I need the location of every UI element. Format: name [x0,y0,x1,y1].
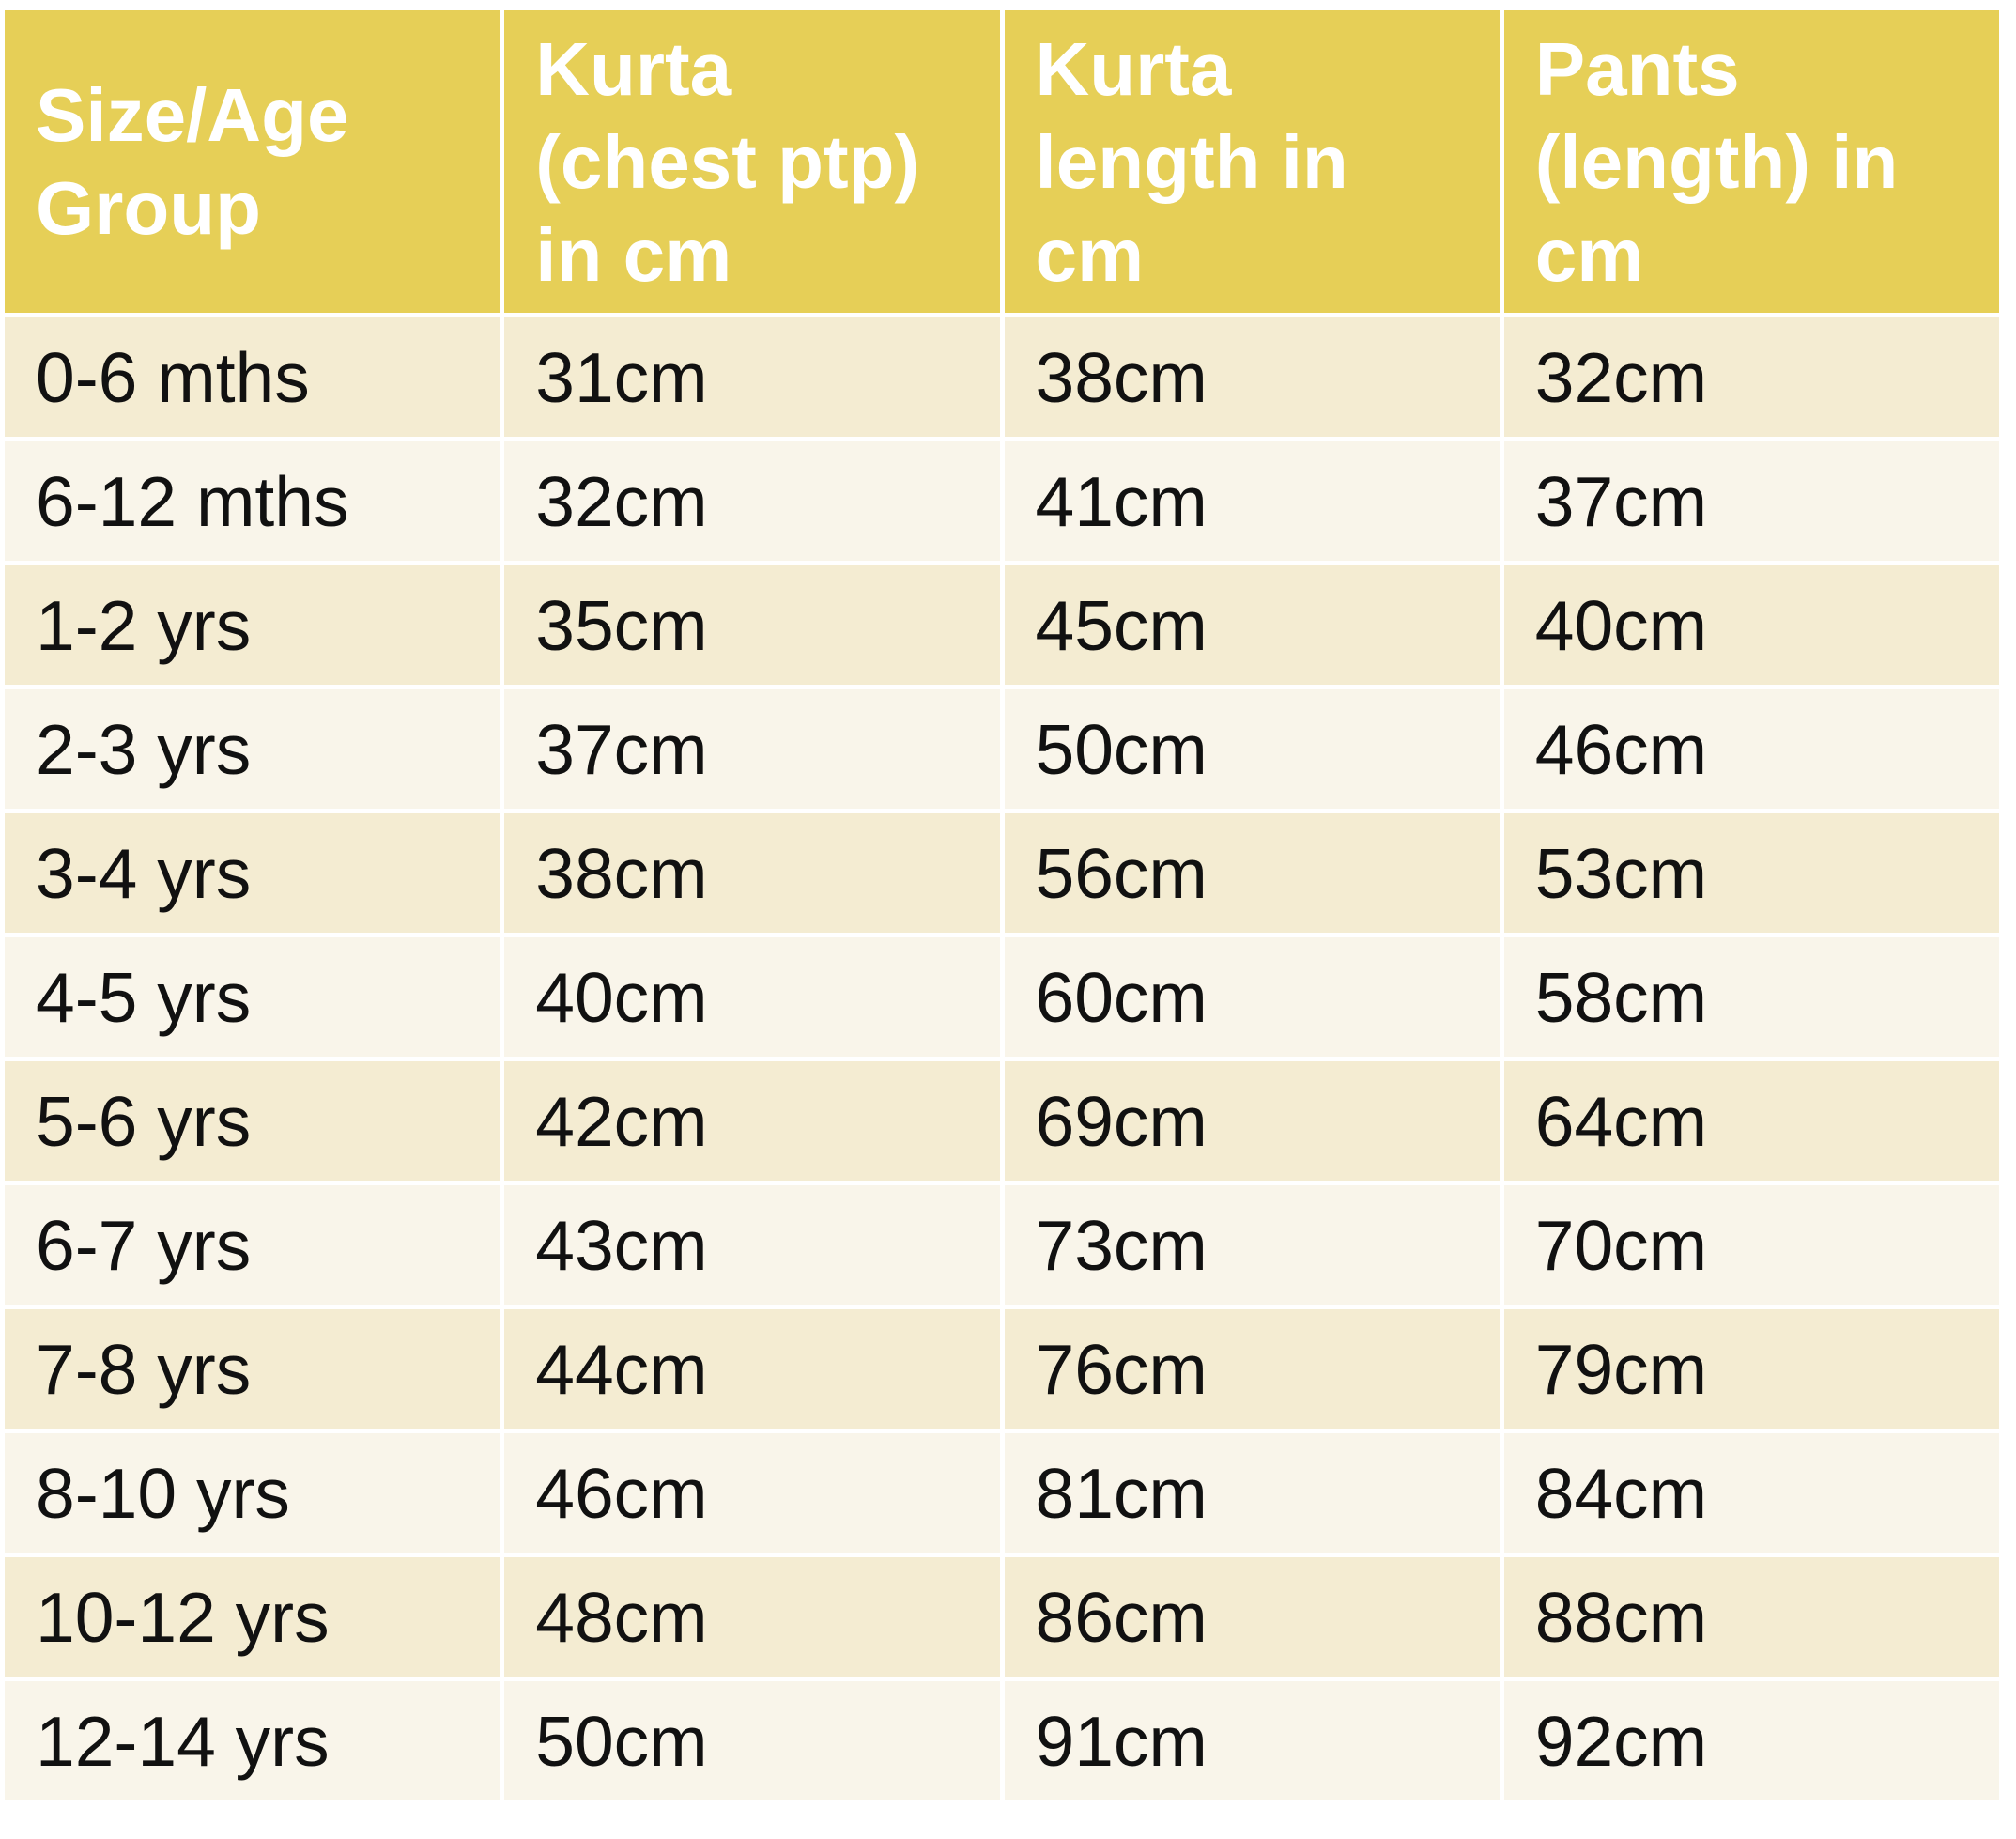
size-age-cell: 7-8 yrs [5,1309,500,1429]
pants-length-cell: 58cm [1503,937,1999,1057]
pants-length-cell: 92cm [1503,1681,1999,1800]
kurta-chest-cell: 46cm [504,1433,1000,1553]
header-kurta-chest: Kurta (chest ptp) in cm [504,10,1000,313]
kurta-length-cell: 41cm [1004,441,1500,561]
table-row: 4-5 yrs 40cm 60cm 58cm [5,937,1999,1057]
size-age-cell: 8-10 yrs [5,1433,500,1553]
size-chart-table: Size/Age Group Kurta (chest ptp) in cm K… [0,6,2004,1805]
table-row: 3-4 yrs 38cm 56cm 53cm [5,813,1999,933]
table-row: 10-12 yrs 48cm 86cm 88cm [5,1557,1999,1677]
size-age-cell: 0-6 mths [5,317,500,437]
pants-length-cell: 88cm [1503,1557,1999,1677]
kurta-chest-cell: 38cm [504,813,1000,933]
kurta-chest-cell: 32cm [504,441,1000,561]
table-row: 7-8 yrs 44cm 76cm 79cm [5,1309,1999,1429]
kurta-chest-cell: 35cm [504,565,1000,685]
size-age-cell: 12-14 yrs [5,1681,500,1800]
pants-length-cell: 37cm [1503,441,1999,561]
header-pants-length: Pants (length) in cm [1503,10,1999,313]
table-row: 2-3 yrs 37cm 50cm 46cm [5,689,1999,809]
header-size-age-group: Size/Age Group [5,10,500,313]
table-row: 12-14 yrs 50cm 91cm 92cm [5,1681,1999,1800]
pants-length-cell: 32cm [1503,317,1999,437]
kurta-length-cell: 91cm [1004,1681,1500,1800]
kurta-chest-cell: 50cm [504,1681,1000,1800]
table-row: 0-6 mths 31cm 38cm 32cm [5,317,1999,437]
size-age-cell: 2-3 yrs [5,689,500,809]
pants-length-cell: 79cm [1503,1309,1999,1429]
kurta-chest-cell: 42cm [504,1061,1000,1181]
size-age-cell: 5-6 yrs [5,1061,500,1181]
size-age-cell: 3-4 yrs [5,813,500,933]
table-row: 8-10 yrs 46cm 81cm 84cm [5,1433,1999,1553]
kurta-chest-cell: 31cm [504,317,1000,437]
size-age-cell: 1-2 yrs [5,565,500,685]
kurta-length-cell: 45cm [1004,565,1500,685]
pants-length-cell: 40cm [1503,565,1999,685]
pants-length-cell: 70cm [1503,1185,1999,1305]
header-row: Size/Age Group Kurta (chest ptp) in cm K… [5,10,1999,313]
kurta-chest-cell: 37cm [504,689,1000,809]
table-row: 1-2 yrs 35cm 45cm 40cm [5,565,1999,685]
size-age-cell: 6-7 yrs [5,1185,500,1305]
header-kurta-length: Kurta length in cm [1004,10,1500,313]
table-row: 5-6 yrs 42cm 69cm 64cm [5,1061,1999,1181]
size-age-cell: 6-12 mths [5,441,500,561]
kurta-length-cell: 81cm [1004,1433,1500,1553]
kurta-length-cell: 86cm [1004,1557,1500,1677]
kurta-length-cell: 56cm [1004,813,1500,933]
pants-length-cell: 53cm [1503,813,1999,933]
kurta-length-cell: 73cm [1004,1185,1500,1305]
kurta-length-cell: 60cm [1004,937,1500,1057]
table-row: 6-7 yrs 43cm 73cm 70cm [5,1185,1999,1305]
pants-length-cell: 46cm [1503,689,1999,809]
kurta-chest-cell: 48cm [504,1557,1000,1677]
kurta-chest-cell: 44cm [504,1309,1000,1429]
kurta-length-cell: 76cm [1004,1309,1500,1429]
kurta-length-cell: 50cm [1004,689,1500,809]
size-age-cell: 10-12 yrs [5,1557,500,1677]
pants-length-cell: 84cm [1503,1433,1999,1553]
table-row: 6-12 mths 32cm 41cm 37cm [5,441,1999,561]
kurta-length-cell: 38cm [1004,317,1500,437]
kurta-length-cell: 69cm [1004,1061,1500,1181]
kurta-chest-cell: 43cm [504,1185,1000,1305]
kurta-chest-cell: 40cm [504,937,1000,1057]
pants-length-cell: 64cm [1503,1061,1999,1181]
size-age-cell: 4-5 yrs [5,937,500,1057]
